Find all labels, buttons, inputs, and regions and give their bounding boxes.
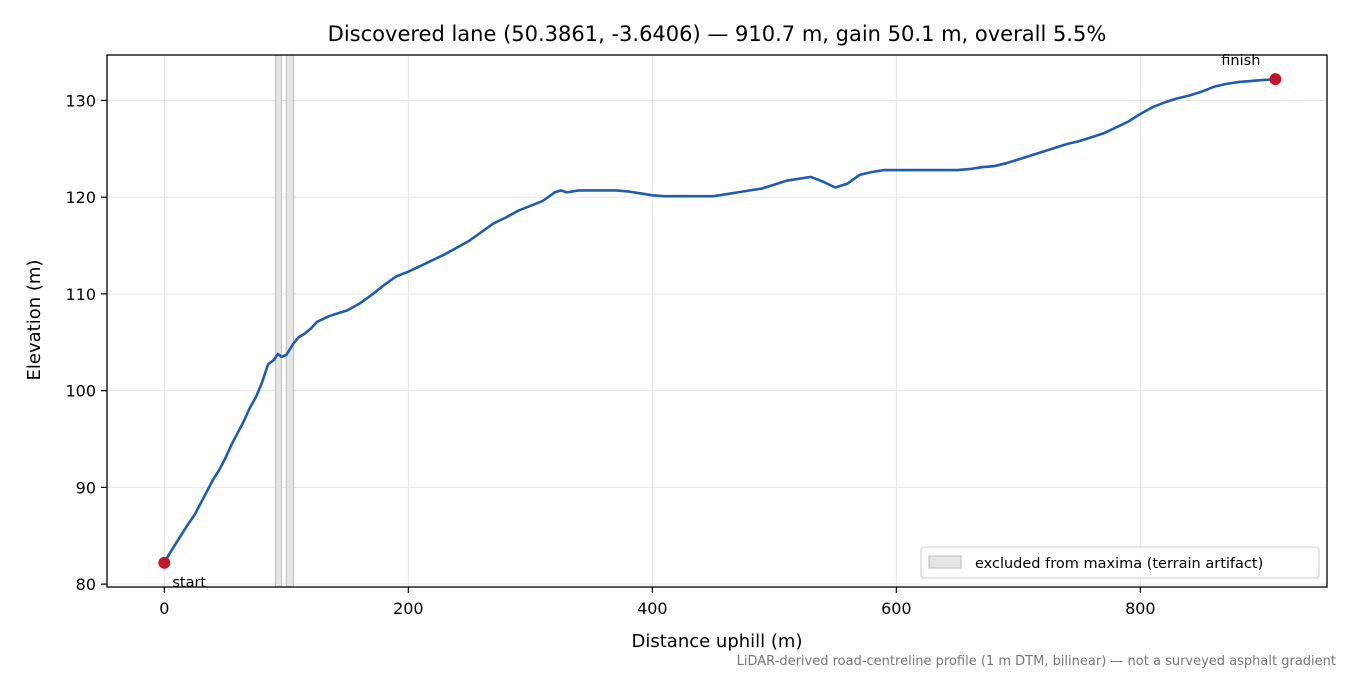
endpoint-marker-finish (1269, 73, 1282, 86)
x-tick-label: 800 (1125, 599, 1156, 618)
y-axis-label: Elevation (m) (24, 260, 45, 381)
x-axis-label: Distance uphill (m) (632, 631, 803, 652)
x-tick-label: 600 (881, 599, 912, 618)
y-tick-label: 110 (65, 285, 96, 304)
y-tick-label: 100 (65, 382, 96, 401)
legend-label: excluded from maxima (terrain artifact) (975, 556, 1263, 572)
chart-title: Discovered lane (50.3861, -3.6406) — 910… (328, 22, 1107, 46)
legend-box (920, 546, 1320, 579)
x-tick-label: 0 (159, 599, 169, 618)
series-layer (163, 77, 1277, 565)
legend: excluded from maxima (terrain artifact) (920, 546, 1320, 579)
y-tick-label: 80 (76, 575, 96, 594)
legend-swatch (928, 555, 962, 569)
grid-layer (107, 55, 1327, 587)
excluded-band (285, 54, 295, 588)
endpoint-label-finish: finish (1221, 53, 1260, 69)
endpoint-layer: start finish (158, 53, 1282, 591)
y-tick-label: 90 (76, 478, 96, 497)
y-tick-label: 120 (65, 188, 96, 207)
axis-ticks: 0 200 400 600 800 80 90 100 110 120 130 (65, 91, 1155, 618)
x-tick-label: 400 (637, 599, 668, 618)
excluded-band (274, 54, 282, 588)
endpoint-label-start: start (172, 575, 206, 591)
endpoint-marker-start (158, 556, 171, 569)
elevation-profile-line (163, 77, 1277, 565)
y-tick-label: 130 (65, 91, 96, 110)
footnote: LiDAR-derived road-centreline profile (1… (737, 654, 1336, 669)
x-tick-label: 200 (393, 599, 424, 618)
excluded-bands (274, 54, 295, 588)
plot-frame (106, 54, 1328, 588)
